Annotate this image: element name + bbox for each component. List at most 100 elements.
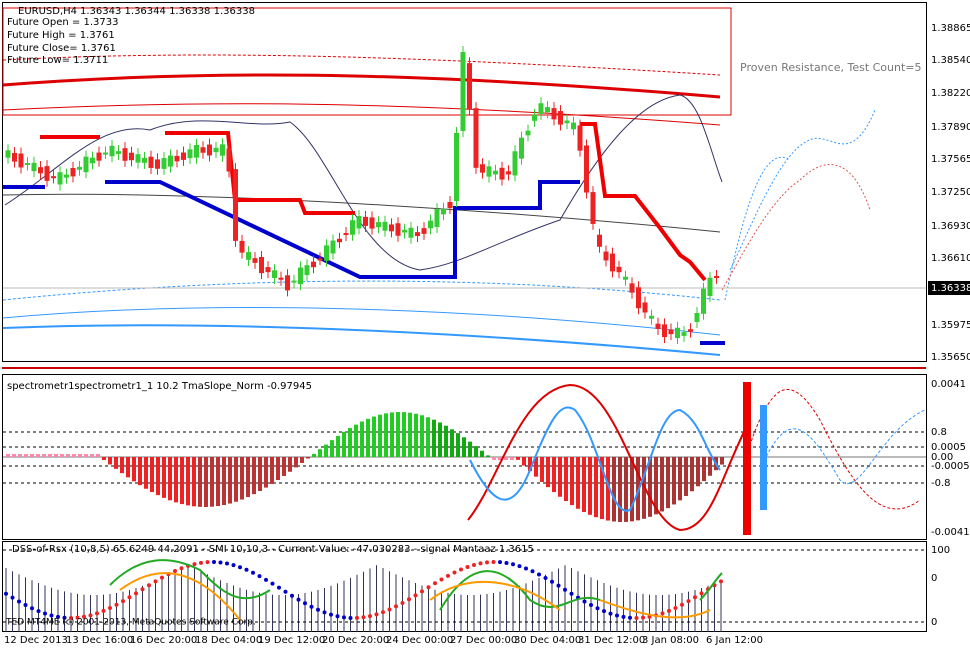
dot — [244, 567, 249, 572]
dot — [621, 614, 626, 619]
histogram-bar — [426, 417, 430, 457]
histogram-bar — [162, 457, 166, 498]
histogram-bar — [666, 457, 670, 509]
dot — [17, 599, 21, 604]
dot — [36, 609, 41, 614]
histogram-bar — [90, 454, 94, 457]
histogram-bar — [240, 457, 244, 500]
dot — [634, 615, 639, 620]
dot — [49, 613, 54, 618]
candle-body — [512, 151, 518, 176]
candle-body — [12, 152, 17, 162]
histogram-bar — [588, 457, 592, 515]
axis-tick: -0.0005 — [931, 461, 970, 472]
histogram-bar — [318, 449, 322, 457]
dot — [348, 615, 353, 620]
candle-body — [506, 171, 511, 175]
time-axis: 12 Dec 2013 13 Dec 16:00 16 Dec 20:00 18… — [4, 635, 763, 646]
axis-tick: 100 — [931, 545, 950, 556]
histogram-bar — [264, 457, 268, 488]
histogram-bar — [294, 457, 298, 468]
dot — [465, 564, 470, 569]
candle-body — [252, 258, 258, 263]
candle-body — [116, 151, 121, 154]
candle-body — [558, 111, 563, 125]
candle-body — [369, 217, 375, 229]
candle-body — [44, 166, 50, 181]
dot — [485, 560, 489, 565]
dot — [329, 612, 333, 617]
candle-body — [493, 170, 498, 175]
dot — [173, 568, 177, 573]
candle-body — [473, 108, 479, 168]
dot — [699, 591, 704, 596]
candle-body — [259, 256, 264, 274]
forecast-cycle — [759, 409, 926, 484]
histogram-bar — [30, 454, 34, 457]
info-line: Future Low= 1.3711 — [7, 55, 108, 66]
dot — [108, 605, 112, 610]
histogram-bar — [300, 457, 304, 463]
candle-body — [304, 265, 310, 276]
dot — [23, 603, 28, 608]
candle-body — [389, 224, 394, 232]
smi-line — [119, 572, 711, 621]
time-tick: 12 Dec 2013 — [4, 635, 68, 646]
histogram-bar — [126, 457, 130, 478]
price-tick: 1.37890 — [931, 122, 970, 133]
candle-body — [597, 234, 602, 247]
candle-body — [122, 148, 128, 161]
candle-body — [64, 174, 69, 178]
signal-bar — [760, 405, 767, 510]
histogram-bar — [198, 457, 202, 507]
histogram-bar — [132, 457, 136, 482]
candle-body — [200, 147, 206, 153]
histogram-bar — [660, 457, 664, 512]
histogram-bar — [582, 457, 586, 512]
histogram-bar — [282, 457, 286, 476]
candle-body — [415, 232, 420, 236]
dot — [550, 579, 554, 584]
histogram-bar — [600, 457, 604, 520]
dot — [283, 589, 288, 594]
dot — [387, 607, 392, 612]
candle-body — [90, 157, 95, 164]
candle-body — [5, 150, 11, 158]
dot — [303, 601, 307, 606]
histogram-bar — [72, 454, 76, 457]
candle-body — [298, 267, 303, 285]
dot — [355, 615, 359, 620]
histogram-bar — [510, 457, 514, 460]
histogram-bar — [504, 457, 508, 460]
histogram-bar — [576, 457, 580, 509]
dot — [199, 560, 203, 565]
histogram-bar — [522, 457, 526, 466]
lower-band-dash — [2, 280, 721, 301]
main-panel — [2, 2, 927, 362]
candle-body — [343, 233, 349, 236]
histogram-bar — [474, 446, 478, 457]
histogram-bar — [216, 457, 220, 507]
candle-body — [330, 240, 336, 254]
histogram-bar — [372, 416, 376, 457]
histogram-bar — [402, 412, 406, 457]
price-tick: 1.35975 — [931, 320, 970, 331]
dot — [537, 572, 541, 577]
signal-bar — [743, 382, 751, 535]
candle-body — [142, 157, 147, 163]
candle-body — [278, 277, 284, 280]
indicator1-axis: 0.0041 0.8 0.0005 0.00 -0.0005 -0.8 -0.0… — [931, 379, 970, 538]
candle-body — [395, 223, 401, 236]
candle-body — [181, 152, 186, 160]
time-tick: 24 Dec 00:00 — [386, 635, 453, 646]
price-axis: 1.38865 1.38540 1.38220 1.37890 1.37565 … — [928, 23, 970, 363]
histogram-bar — [186, 457, 190, 506]
dot — [511, 562, 515, 567]
candle-body — [486, 166, 492, 177]
histogram-bar — [36, 454, 40, 457]
dot — [147, 583, 151, 588]
candle-body — [519, 137, 524, 159]
dot — [218, 560, 223, 565]
dot — [238, 565, 242, 570]
